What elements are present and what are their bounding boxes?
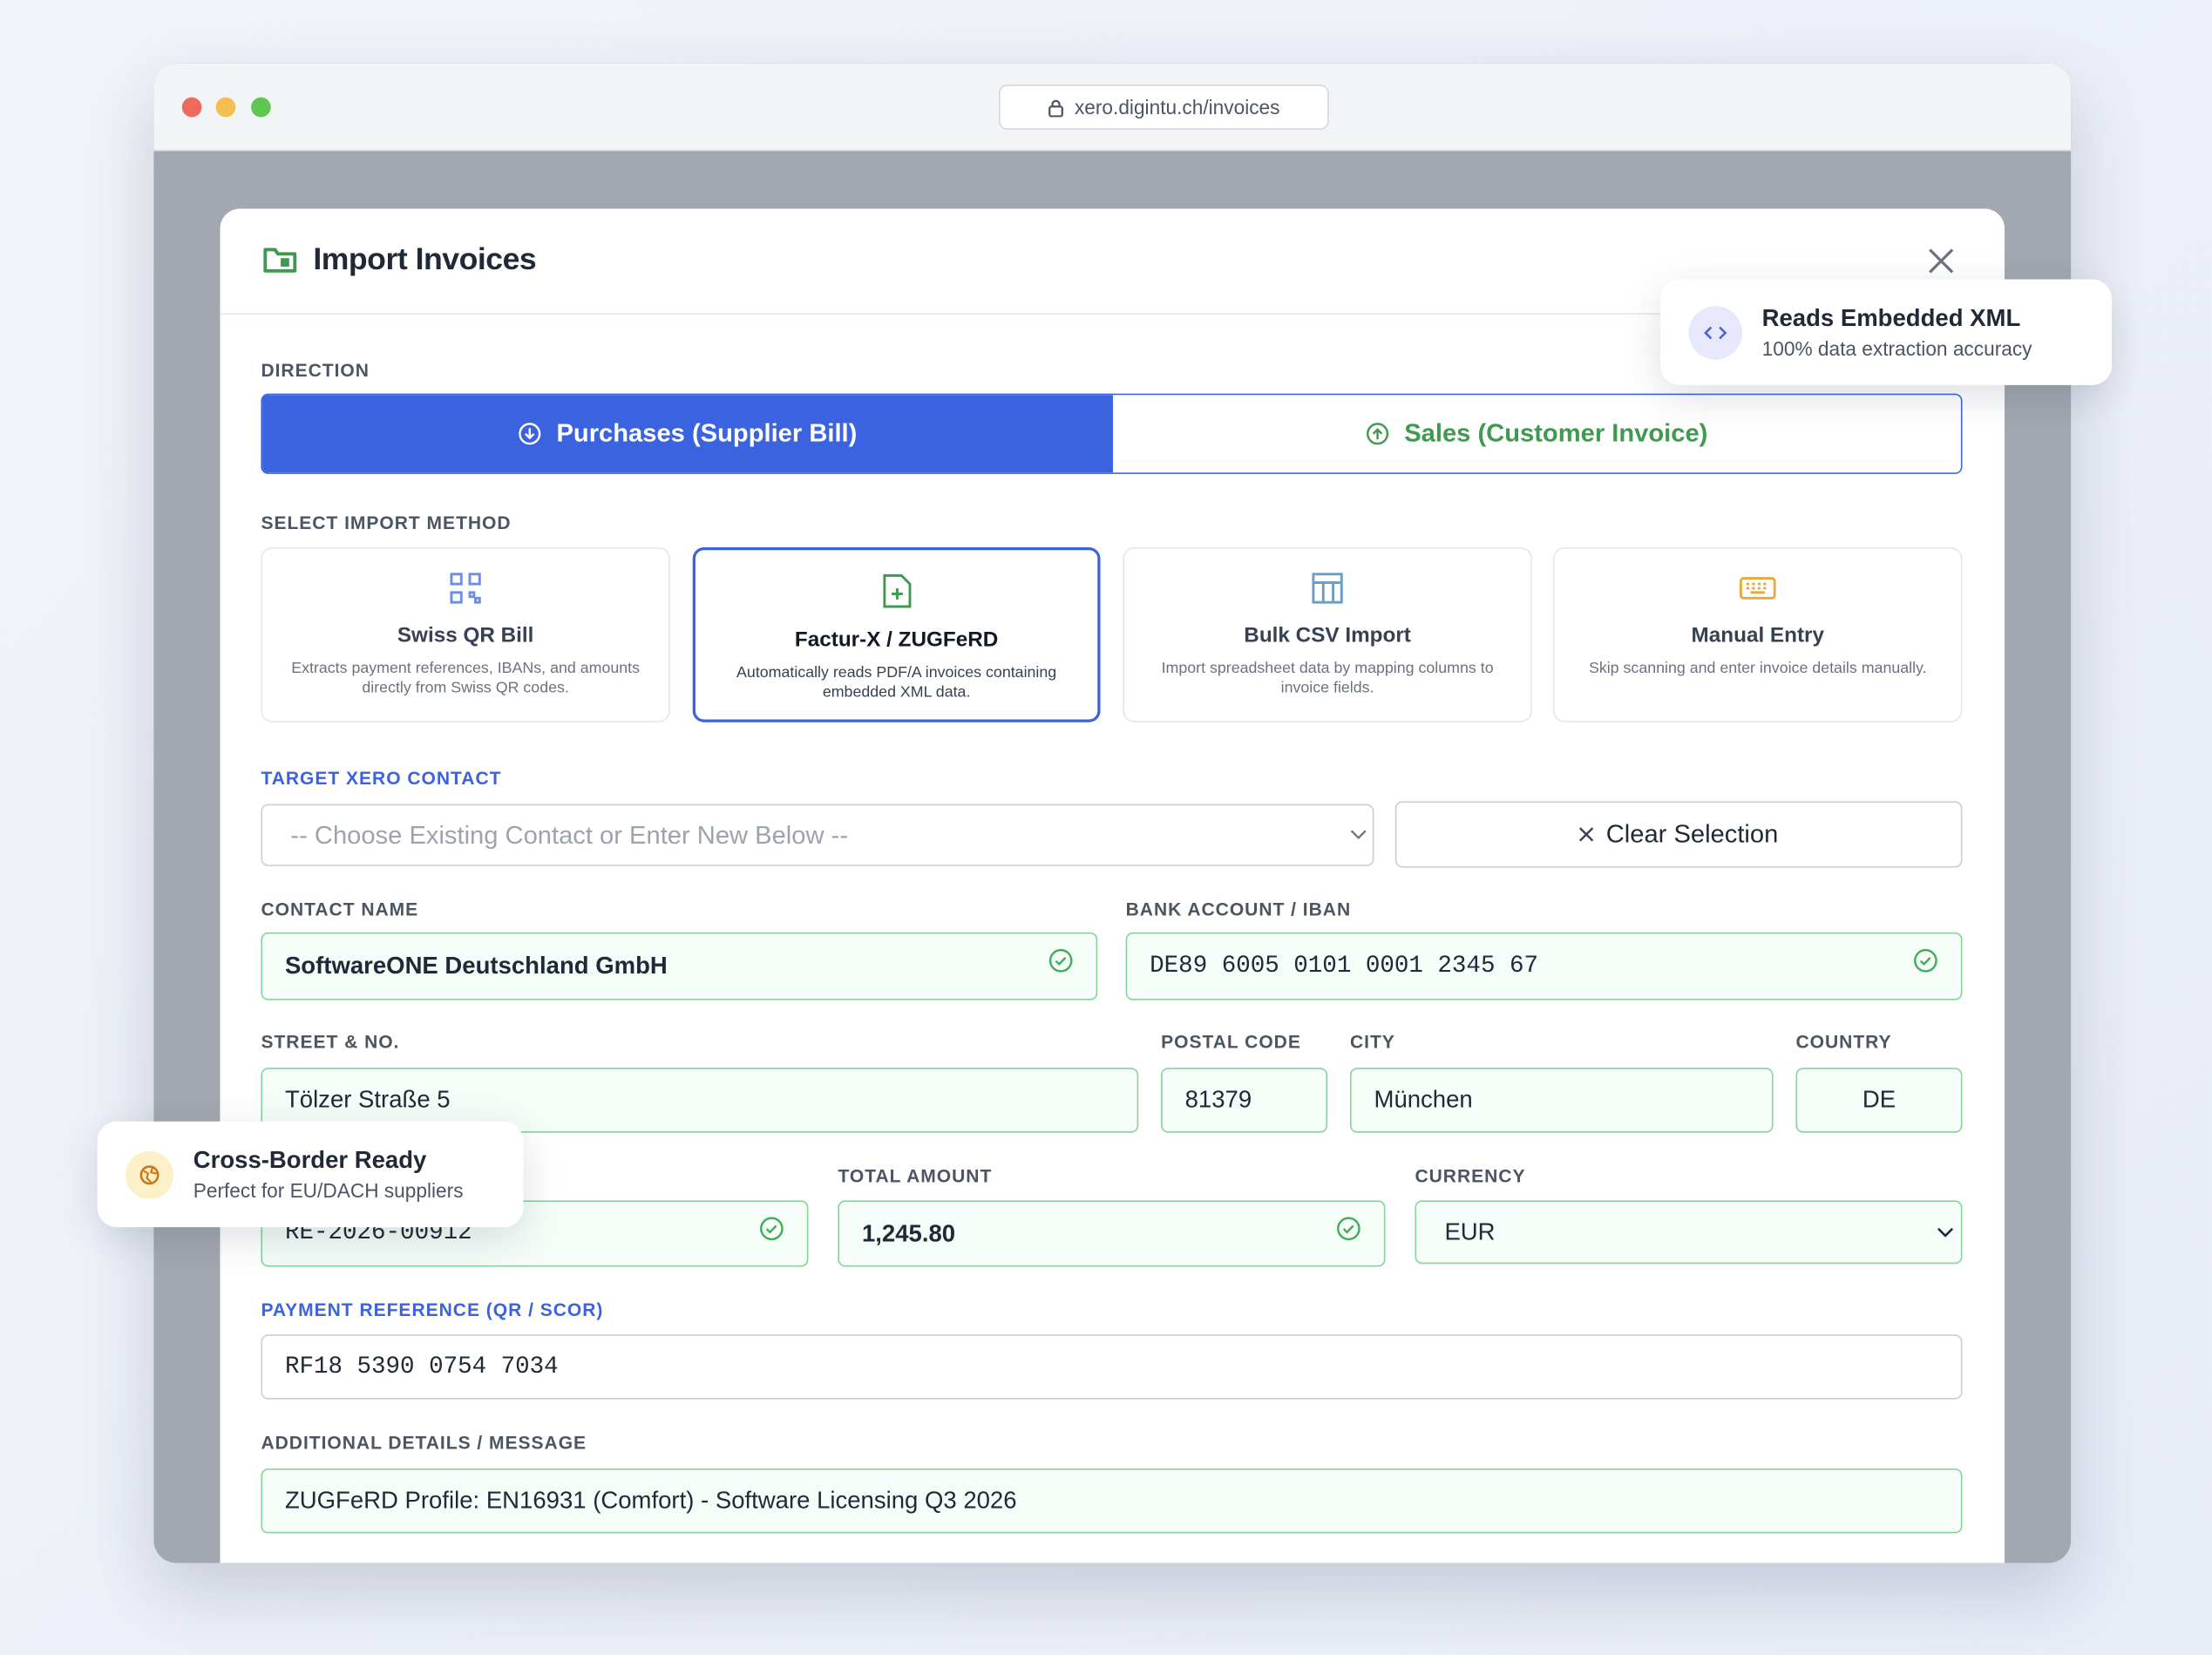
input-value: 1,245.80 <box>861 1219 956 1247</box>
badge-subtitle: 100% data extraction accuracy <box>1761 336 2032 360</box>
check-icon <box>760 1217 784 1241</box>
text-input[interactable]: SoftwareONE Deutschland GmbH <box>261 932 1098 1000</box>
badge-title: Cross-Border Ready <box>193 1146 427 1174</box>
check-icon <box>1914 948 1937 973</box>
badge-title: Reads Embedded XML <box>1761 304 2021 332</box>
input-value: DE <box>1862 1086 1896 1114</box>
window-close[interactable] <box>181 97 202 118</box>
input-value: SoftwareONE Deutschland GmbH <box>284 952 668 980</box>
folder-icon <box>263 248 297 273</box>
badge-icon <box>126 1150 174 1199</box>
table-icon <box>1312 573 1343 604</box>
chevron <box>1937 1227 1954 1238</box>
method-description: Skip scanning and enter invoice details … <box>1588 660 1927 677</box>
up-icon <box>1367 423 1389 445</box>
qr-icon <box>450 573 481 604</box>
badge-icon <box>1688 305 1742 359</box>
method-title: Manual Entry <box>1691 623 1825 648</box>
close-button[interactable] <box>1929 248 1954 274</box>
text-input[interactable]: 81379 <box>1161 1068 1328 1133</box>
keyboard-icon <box>1739 577 1776 600</box>
check-icon <box>1337 1217 1360 1241</box>
method-description: Extracts payment references, IBANs, and … <box>291 660 641 697</box>
check-icon <box>1048 948 1073 973</box>
method-description: Automatically reads PDF/A invoices conta… <box>736 664 1057 702</box>
feature-badge: Cross-Border Ready Perfect for EU/DACH su… <box>97 1121 524 1228</box>
field-label: PAYMENT REFERENCE (QR / SCOR) <box>261 1299 604 1321</box>
field-label: CITY <box>1350 1031 1395 1053</box>
text-input[interactable]: Tölzer Straße 5 <box>261 1068 1139 1133</box>
field-label: TOTAL AMOUNT <box>838 1164 993 1187</box>
modal-title: Import Invoices <box>313 241 537 277</box>
browser-toolbar: xero.digintu.ch/invoices <box>153 63 2072 152</box>
currency-select[interactable]: EUR <box>1415 1200 1963 1265</box>
feature-badge: Reads Embedded XML 100% data extraction a… <box>1660 279 2113 385</box>
toggle-option[interactable]: Sales (Customer Invoice) <box>1113 395 1961 473</box>
method-card[interactable]: Manual Entry Skip scanning and enter inv… <box>1553 547 1963 722</box>
text-input[interactable]: 1,245.80 <box>838 1200 1386 1267</box>
textarea[interactable]: ZUGFeRD Profile: EN16931 (Comfort) - Sof… <box>261 1468 1963 1534</box>
input-value: EUR <box>1444 1218 1496 1245</box>
input-value: Tölzer Straße 5 <box>284 1086 451 1114</box>
text-input[interactable]: DE <box>1795 1068 1963 1133</box>
method-title: Swiss QR Bill <box>397 623 534 648</box>
method-card[interactable]: Swiss QR Bill Extracts payment reference… <box>261 547 670 722</box>
url-text: xero.digintu.ch/invoices <box>1074 96 1280 119</box>
contact-select[interactable]: -- Choose Existing Contact or Enter New … <box>261 804 1374 866</box>
method-title: Bulk CSV Import <box>1244 623 1411 648</box>
direction-toggle: Purchases (Supplier Bill) Sales (Custome… <box>261 393 1963 474</box>
toggle-text: Purchases (Supplier Bill) <box>556 418 858 448</box>
input-value: München <box>1374 1086 1473 1114</box>
method-title: Factur-X / ZUGFeRD <box>794 627 999 652</box>
method-description: Import spreadsheet data by mapping colum… <box>1161 660 1494 697</box>
url-bar[interactable]: xero.digintu.ch/invoices <box>998 85 1329 130</box>
field-label: STREET & NO. <box>261 1031 400 1053</box>
down-icon <box>519 423 542 445</box>
method-card[interactable]: Factur-X / ZUGFeRD Automatically reads P… <box>692 547 1101 722</box>
section-label: TARGET XERO CONTACT <box>261 767 502 789</box>
input-value: DE89 6005 0101 0001 2345 67 <box>1150 953 1539 980</box>
method-card[interactable]: Bulk CSV Import Import spreadsheet data … <box>1123 547 1532 722</box>
badge-subtitle: Perfect for EU/DACH suppliers <box>193 1179 464 1203</box>
toggle-text: Sales (Customer Invoice) <box>1404 418 1708 448</box>
text-input[interactable]: DE89 6005 0101 0001 2345 67 <box>1125 932 1963 1000</box>
clear-button[interactable]: Clear Selection <box>1394 801 1963 868</box>
section-label: SELECT IMPORT METHOD <box>261 512 512 533</box>
window-maximize[interactable] <box>251 97 271 118</box>
field-label: BANK ACCOUNT / IBAN <box>1125 899 1352 920</box>
window-minimize[interactable] <box>215 97 236 118</box>
section-label: DIRECTION <box>261 359 370 382</box>
input-value: RF18 5390 0754 7034 <box>284 1353 559 1380</box>
code-icon <box>1704 325 1727 339</box>
input-value: ZUGFeRD Profile: EN16931 (Comfort) - Sof… <box>284 1487 1017 1514</box>
field-label: CURRENCY <box>1415 1164 1526 1187</box>
field-label: ADDITIONAL DETAILS / MESSAGE <box>261 1431 587 1454</box>
select-placeholder: -- Choose Existing Contact or Enter New … <box>290 820 849 849</box>
field-label: POSTAL CODE <box>1161 1031 1301 1053</box>
file-icon <box>882 573 911 608</box>
text-input[interactable]: München <box>1350 1068 1774 1133</box>
lock-icon <box>1048 98 1063 117</box>
text-input[interactable]: RF18 5390 0754 7034 <box>261 1334 1963 1400</box>
button-text: Clear Selection <box>1605 819 1779 848</box>
input-value: 81379 <box>1184 1086 1252 1114</box>
toggle-option[interactable]: Purchases (Supplier Bill) <box>262 395 1114 473</box>
chevron <box>1350 830 1367 840</box>
modal-header: Import Invoices <box>220 209 2005 315</box>
field-label: CONTACT NAME <box>261 899 419 920</box>
field-label: COUNTRY <box>1795 1031 1892 1053</box>
x-icon <box>1579 827 1595 842</box>
globe-icon <box>139 1164 159 1184</box>
